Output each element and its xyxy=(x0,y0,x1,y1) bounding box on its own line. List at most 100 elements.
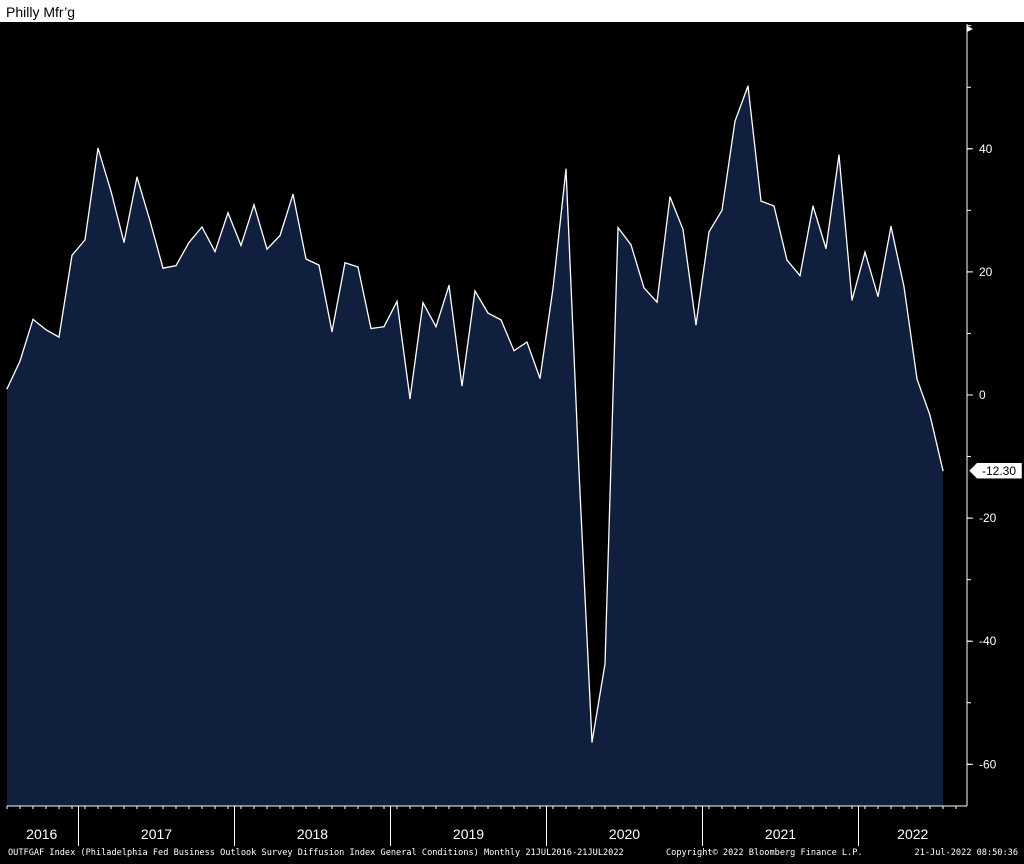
data-point-2019-01 xyxy=(396,300,398,302)
data-point-2020-09 xyxy=(656,301,658,303)
footer-copyright: Copyright© 2022 Bloomberg Finance L.P. xyxy=(666,848,863,858)
data-point-2016-08 xyxy=(19,360,21,362)
data-point-2020-08 xyxy=(643,287,645,289)
x-axis: 2016 2017 2018 2019 2020 2021 2022 xyxy=(6,805,967,846)
data-point-2022-07 xyxy=(942,470,944,472)
series-area xyxy=(7,86,943,806)
data-point-2022-04 xyxy=(903,286,905,288)
data-point-2021-07 xyxy=(786,259,788,261)
data-point-2021-06 xyxy=(773,205,775,207)
data-point-2017-12 xyxy=(227,212,229,214)
data-point-2022-05 xyxy=(916,378,918,380)
data-point-2019-09 xyxy=(500,319,502,321)
last-value-marker: -12.30 xyxy=(968,462,1023,479)
data-point-2022-03 xyxy=(890,225,892,227)
y-axis: 40 20 0 -20 -40 -60 xyxy=(966,24,997,806)
data-point-2017-07 xyxy=(162,267,164,269)
data-point-2021-12 xyxy=(851,299,853,301)
data-point-2017-06 xyxy=(149,220,151,222)
series-layer xyxy=(6,85,944,806)
y-tick-label--40: -40 xyxy=(979,634,997,648)
data-point-2020-12 xyxy=(695,324,697,326)
chart-footer: OUTFGAF Index (Philadelphia Fed Business… xyxy=(8,848,1018,858)
data-point-2017-02 xyxy=(97,147,99,149)
data-point-2017-05 xyxy=(136,176,138,178)
data-point-2022-02 xyxy=(877,295,879,298)
data-point-2019-10 xyxy=(513,350,515,352)
data-point-2020-11 xyxy=(682,228,684,230)
data-point-2018-10 xyxy=(357,266,359,268)
data-point-2021-04 xyxy=(747,85,749,87)
data-point-2019-07 xyxy=(474,290,476,292)
data-point-2019-06 xyxy=(461,385,463,387)
data-point-2021-03 xyxy=(734,120,736,122)
data-point-2017-01 xyxy=(84,239,86,241)
data-point-2018-06 xyxy=(305,258,307,260)
data-point-2016-07 xyxy=(6,388,8,390)
data-point-2016-10 xyxy=(45,329,47,331)
data-point-2020-01 xyxy=(552,287,554,290)
data-point-2019-02 xyxy=(409,398,411,400)
data-point-2022-06 xyxy=(929,414,931,416)
data-point-2021-09 xyxy=(812,205,814,207)
chart-title: Philly Mfr’g xyxy=(6,4,75,20)
data-point-2016-09 xyxy=(32,318,34,320)
y-tick-label--60: -60 xyxy=(979,757,997,771)
data-point-2020-05 xyxy=(604,663,606,665)
y-tick-label-0: 0 xyxy=(979,388,986,402)
data-point-2019-05 xyxy=(448,284,450,286)
x-year-label-2022: 2022 xyxy=(897,826,928,842)
x-year-label-2020: 2020 xyxy=(609,826,640,842)
data-point-2017-03 xyxy=(110,190,112,192)
data-point-2017-11 xyxy=(214,251,216,253)
data-point-2019-03 xyxy=(422,302,424,304)
data-point-2021-11 xyxy=(838,154,840,156)
data-point-2016-11 xyxy=(58,336,60,338)
x-year-label-2017: 2017 xyxy=(141,826,172,842)
data-point-2017-04 xyxy=(123,241,125,243)
y-tick-label-40: 40 xyxy=(979,142,993,156)
data-point-2017-08 xyxy=(175,265,177,267)
data-point-2019-12 xyxy=(539,377,541,379)
last-value-tag xyxy=(968,462,1023,479)
data-point-2018-02 xyxy=(253,204,255,206)
data-point-2020-10 xyxy=(669,196,671,198)
data-point-2018-07 xyxy=(318,264,320,266)
x-year-label-2019: 2019 xyxy=(453,826,484,842)
data-point-2021-05 xyxy=(760,200,762,202)
data-point-2022-01 xyxy=(864,251,866,253)
data-point-2019-08 xyxy=(487,312,489,314)
data-point-2020-04 xyxy=(591,741,593,743)
data-point-2021-02 xyxy=(721,209,723,211)
data-point-2021-10 xyxy=(825,247,827,250)
y-tick-label--20: -20 xyxy=(979,511,997,525)
data-point-2016-12 xyxy=(71,254,73,256)
x-year-label-2021: 2021 xyxy=(765,826,796,842)
data-point-2018-09 xyxy=(344,262,346,264)
data-point-2018-11 xyxy=(370,327,372,330)
footer-source: OUTFGAF Index (Philadelphia Fed Business… xyxy=(8,848,624,858)
footer-timestamp: 21-Jul-2022 08:50:36 xyxy=(915,848,1018,858)
y-tick-label-20: 20 xyxy=(979,265,993,279)
data-point-2021-01 xyxy=(708,231,710,233)
x-year-label-2018: 2018 xyxy=(297,826,328,842)
data-point-2019-04 xyxy=(435,326,437,328)
data-point-2018-08 xyxy=(331,331,333,333)
data-point-2018-05 xyxy=(292,193,294,195)
data-point-2017-10 xyxy=(201,226,203,228)
data-point-2020-07 xyxy=(630,244,632,246)
data-point-2018-04 xyxy=(279,235,281,237)
data-point-2018-03 xyxy=(266,248,268,250)
data-point-2018-01 xyxy=(240,244,242,246)
last-value-label: -12.30 xyxy=(982,464,1016,478)
data-point-2020-03 xyxy=(578,470,580,472)
x-year-label-2016: 2016 xyxy=(26,826,57,842)
data-point-2020-02 xyxy=(565,168,567,170)
data-point-2020-06 xyxy=(617,227,619,229)
data-point-2019-11 xyxy=(526,341,528,343)
y-axis-arrow xyxy=(967,26,973,32)
data-point-2017-09 xyxy=(188,241,190,243)
data-point-2021-08 xyxy=(799,275,801,277)
data-point-2018-12 xyxy=(383,326,385,328)
